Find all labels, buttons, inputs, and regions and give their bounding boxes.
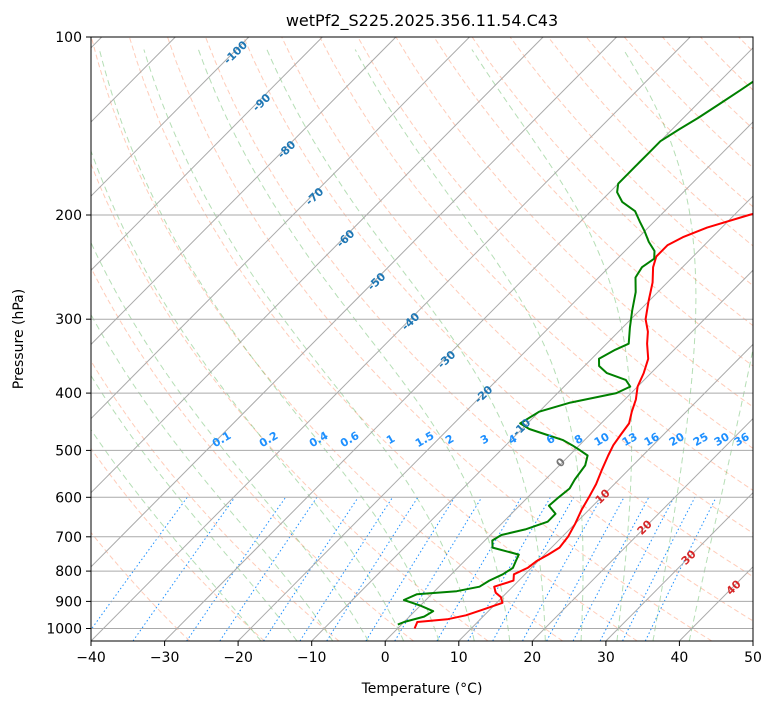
isotherm [458,343,753,641]
dry-adiabat [205,37,753,622]
x-tick-label: 20 [523,650,541,666]
isotherms [91,37,753,641]
plot-frame [90,36,754,642]
y-tick-label: 100 [55,30,82,46]
dry-adiabat [91,360,340,641]
moist-adiabat [688,346,753,641]
dry-adiabat [91,531,191,641]
isotherm [91,37,544,494]
x-tick-label: 10 [450,650,468,666]
moist-adiabat [143,49,475,641]
moist-adiabat [91,149,405,641]
isotherm [91,37,691,641]
mixing-ratio-line [622,497,696,641]
mixing-ratio-line [326,497,419,641]
dry-adiabat [471,37,753,327]
plot-area: -100-90-80-70-60-50-40-30-20-10010203040… [91,37,753,641]
moist-adiabat [91,241,369,641]
isotherm [91,37,617,568]
dry-adiabat [91,162,489,641]
y-axis: 100 200 300 400 500 600 700 800 900 1000 [46,30,91,638]
moist-adiabats [91,49,753,641]
temperature-profile [413,212,753,629]
chart-title: wetPf2_S225.2025.356.11.54.C43 [286,11,558,31]
isotherm [91,37,397,346]
x-axis: −40 −30 −20 −10 0 10 20 30 40 50 [76,641,762,666]
y-tick-label: 200 [55,208,82,224]
moist-adiabat [91,313,334,641]
mixing-ratio-line [91,497,188,631]
mixing-ratio-line [644,497,717,641]
isotherm [384,269,753,641]
y-tick-label: 900 [55,594,82,610]
moist-adiabat [98,49,440,641]
isotherm [605,492,753,641]
moist-adiabat [623,49,697,641]
moist-adiabat [354,49,584,641]
dry-adiabat [128,37,638,641]
dry-adiabat [433,37,753,367]
mixing-ratio-line [394,497,483,641]
moist-adiabat [91,374,298,641]
x-tick-label: 30 [597,650,615,666]
isotherm [91,37,470,420]
y-tick-label: 800 [55,564,82,580]
y-tick-label: 400 [55,386,82,402]
isotherm [164,47,753,641]
mixing-ratio-line [546,497,625,641]
dry-adiabat [319,37,753,491]
y-tick-label: 300 [55,312,82,328]
profiles [397,80,753,629]
x-tick-label: −40 [76,650,106,666]
x-tick-label: 40 [670,650,688,666]
x-tick-label: −10 [297,650,327,666]
y-axis-title: Pressure (hPa) [11,289,27,389]
dry-adiabat [281,37,753,534]
isotherm [311,195,753,641]
x-tick-label: 0 [381,650,390,666]
mixing-ratio-line [572,497,650,641]
dry-adiabat [91,37,563,641]
isotherm [91,37,250,197]
dry-adiabats [91,37,753,641]
dry-adiabat [91,266,414,641]
isobars [91,37,753,629]
isotherm [91,37,323,271]
y-tick-label: 600 [55,490,82,506]
y-tick-label: 1000 [46,622,82,638]
dry-adiabat [357,37,753,449]
moist-adiabat [266,49,546,641]
mixing-ratio-line [365,497,456,641]
dry-adiabat [91,447,265,641]
y-tick-label: 700 [55,530,82,546]
x-tick-label: −20 [223,650,253,666]
moist-adiabat [91,428,262,641]
moist-adiabat [471,49,633,641]
mixing-ratio-line [522,497,602,641]
mixing-ratio-line [219,497,318,641]
mixing-ratio-lines [91,497,717,641]
y-tick-label: 500 [55,443,82,459]
x-tick-label: −30 [150,650,180,666]
isotherm [531,417,753,641]
dewpoint-profile [397,80,753,626]
x-axis-title: Temperature (°C) [361,681,483,697]
moist-adiabat [197,49,511,641]
x-tick-label: 50 [744,650,762,666]
mixing-ratio-line [599,497,675,641]
isotherm [237,121,753,641]
dry-adiabat [167,37,713,641]
